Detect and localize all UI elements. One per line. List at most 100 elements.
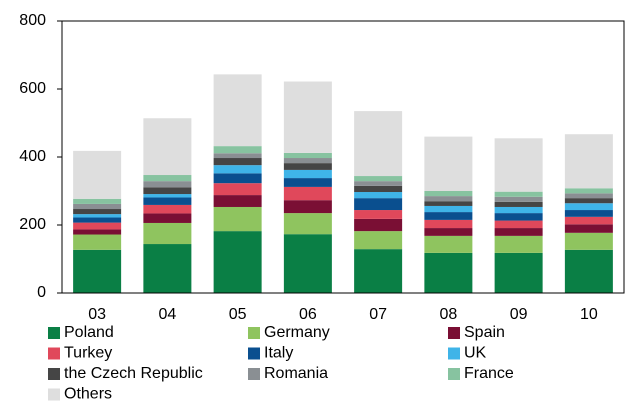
bar-segment	[354, 192, 403, 199]
bar-segment	[143, 187, 192, 195]
bar-segment	[494, 201, 543, 207]
bar-segment	[283, 213, 332, 235]
bar-segment	[564, 224, 613, 233]
legend-label: Poland	[64, 324, 114, 341]
bar-segment	[213, 206, 262, 232]
bar-segment	[424, 212, 473, 220]
bar-segment	[143, 204, 192, 214]
legend-swatch	[448, 327, 460, 339]
x-tick-label: 10	[580, 306, 598, 323]
bar-segment	[143, 118, 192, 176]
bar-segment	[213, 173, 262, 184]
x-tick-label: 06	[299, 306, 317, 323]
bar-segment	[424, 252, 473, 293]
bar-segment	[73, 249, 122, 293]
bar-segment	[354, 231, 403, 250]
bar-segment	[213, 158, 262, 166]
legend-label: Italy	[264, 345, 293, 362]
bar-segment	[143, 181, 192, 188]
bar-segment	[73, 234, 122, 250]
bar-segment	[73, 214, 122, 218]
x-tick-label: 07	[369, 306, 387, 323]
y-tick-label: 200	[19, 216, 46, 233]
x-tick-label: 09	[510, 306, 528, 323]
bar-segment	[143, 244, 192, 293]
bar-segment	[143, 175, 192, 182]
bar-segment	[424, 228, 473, 236]
bar-segment	[564, 203, 613, 211]
bar-segment	[143, 213, 192, 223]
legend-label: Others	[64, 386, 112, 401]
bar-segment	[283, 152, 332, 159]
bar-segment	[73, 209, 122, 215]
legend-swatch	[48, 347, 60, 360]
bar-segment	[564, 134, 613, 189]
bar-segment	[213, 183, 262, 196]
legend-swatch	[48, 368, 60, 380]
legend-swatch	[448, 347, 460, 360]
bar-segment	[424, 196, 473, 202]
bar-segment	[494, 252, 543, 293]
bar-segment	[213, 74, 262, 147]
bar-segment	[564, 249, 613, 293]
bar-segment	[73, 150, 122, 199]
bar-segment	[283, 186, 332, 201]
bar-segment	[354, 210, 403, 219]
bar-segment	[283, 169, 332, 179]
bar-segment	[354, 181, 403, 186]
bar-segment	[424, 191, 473, 197]
bar-segment	[283, 158, 332, 164]
y-tick-label: 800	[19, 12, 46, 29]
bar-segment	[494, 138, 543, 192]
legend-label: Romania	[264, 365, 328, 382]
bar-segment	[424, 205, 473, 213]
bar-segment	[424, 136, 473, 191]
x-tick-label: 05	[229, 306, 247, 323]
legend-swatch	[448, 368, 460, 380]
bar-segment	[73, 203, 122, 210]
bar-segment	[213, 231, 262, 293]
bar-segment	[283, 200, 332, 214]
bar-segment	[354, 176, 403, 182]
bar-segment	[213, 195, 262, 207]
bar-segment	[494, 235, 543, 253]
bar-segment	[143, 194, 192, 198]
legend-label: UK	[464, 345, 487, 362]
bar-segment	[213, 165, 262, 174]
bar-segment	[424, 235, 473, 253]
bar-segment	[354, 218, 403, 232]
y-tick-label: 600	[19, 80, 46, 97]
bar-segment	[354, 249, 403, 293]
bar-segment	[494, 206, 543, 214]
bar-segment	[213, 146, 262, 154]
bar-segment	[283, 178, 332, 187]
bar-segment	[73, 198, 122, 204]
bar-segment	[283, 81, 332, 153]
bar-segment	[564, 216, 613, 225]
bar-segment	[494, 228, 543, 236]
x-tick-label: 04	[158, 306, 176, 323]
legend-swatch	[48, 388, 60, 401]
bar-segment	[494, 196, 543, 202]
legend-swatch	[248, 327, 260, 339]
bar-segment	[494, 191, 543, 197]
bar-segment	[143, 197, 192, 205]
bar-segment	[213, 153, 262, 159]
legend-label: Germany	[264, 324, 330, 341]
bar-segment	[354, 198, 403, 211]
bar-segment	[283, 163, 332, 170]
bar-segment	[354, 111, 403, 177]
plot-frame	[61, 20, 625, 294]
bar-segment	[424, 219, 473, 229]
bar-segment	[494, 213, 543, 221]
y-tick-label: 0	[37, 284, 46, 301]
bar-segment	[424, 201, 473, 206]
bar-segment	[73, 217, 122, 223]
legend-label: the Czech Republic	[64, 365, 203, 382]
bar-segment	[564, 198, 613, 204]
bar-segment	[564, 193, 613, 199]
legend-label: Spain	[464, 324, 505, 341]
bar-segment	[564, 232, 613, 250]
bar-segment	[73, 229, 122, 235]
